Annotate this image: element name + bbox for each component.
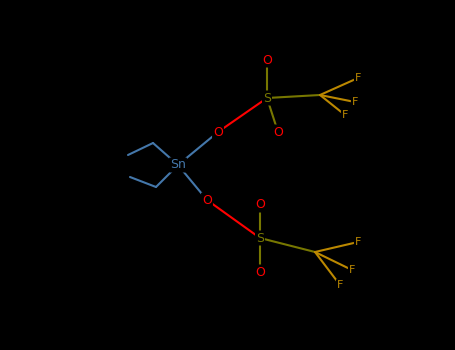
Text: O: O — [202, 194, 212, 206]
Text: O: O — [255, 198, 265, 211]
Text: O: O — [213, 126, 223, 139]
Text: F: F — [342, 110, 348, 120]
Text: F: F — [349, 265, 355, 275]
Text: O: O — [255, 266, 265, 279]
Text: O: O — [262, 54, 272, 66]
Text: Sn: Sn — [170, 159, 186, 172]
Text: S: S — [263, 91, 271, 105]
Text: F: F — [337, 280, 343, 290]
Text: F: F — [355, 73, 361, 83]
Text: S: S — [256, 231, 264, 245]
Text: F: F — [355, 237, 361, 247]
Text: F: F — [352, 97, 358, 107]
Text: O: O — [273, 126, 283, 139]
